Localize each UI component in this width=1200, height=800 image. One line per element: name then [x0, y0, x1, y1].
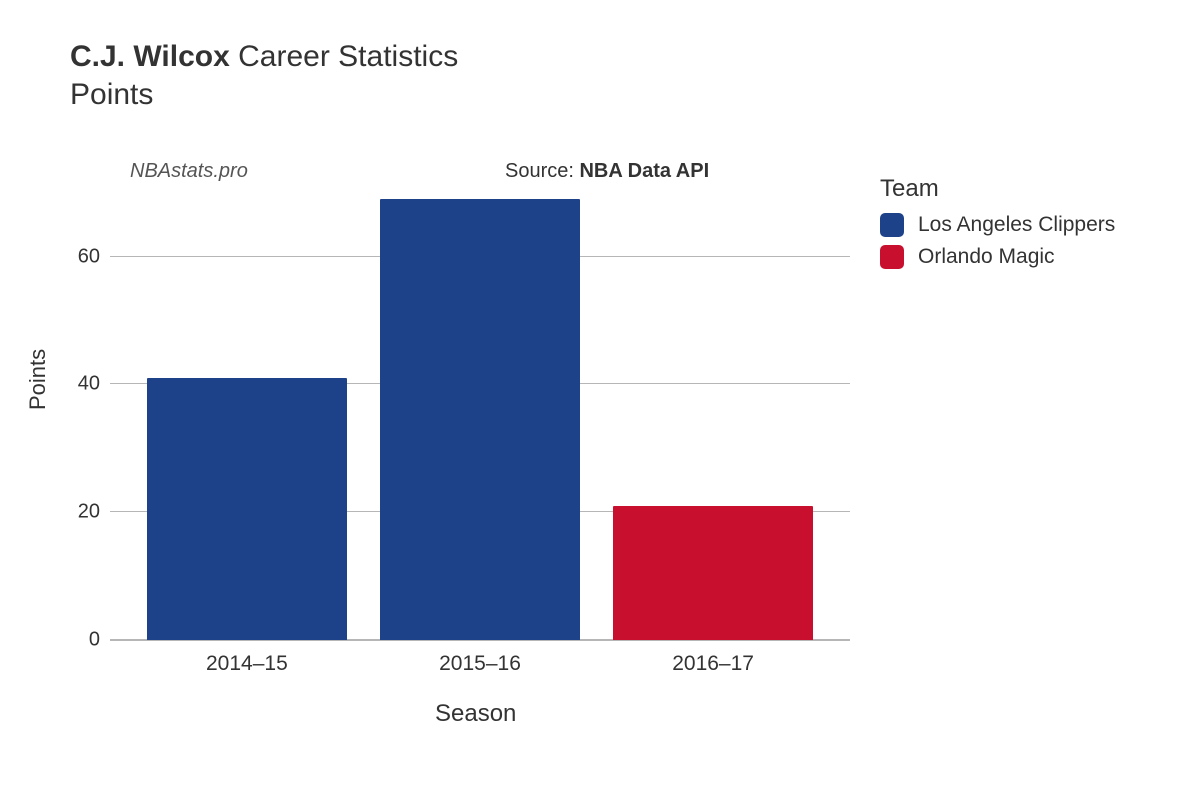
bar [380, 199, 580, 640]
legend-swatch [880, 245, 904, 269]
legend-item: Los Angeles Clippers [880, 213, 1115, 237]
title-player-name: C.J. Wilcox [70, 40, 230, 73]
title-metric: Points [70, 78, 458, 112]
title-suffix: Career Statistics [238, 40, 458, 73]
bar [613, 506, 813, 640]
x-tick-label: 2015–16 [439, 652, 521, 676]
legend: Team Los Angeles Clippers Orlando Magic [880, 175, 1115, 277]
y-axis-title: Points [25, 349, 51, 410]
x-axis-line [110, 640, 850, 641]
y-tick-label: 40 [78, 373, 100, 396]
y-tick-label: 20 [78, 501, 100, 524]
x-tick-label: 2014–15 [206, 652, 288, 676]
legend-label: Los Angeles Clippers [918, 213, 1115, 237]
x-axis-title: Season [435, 700, 516, 728]
y-tick-label: 0 [89, 629, 100, 652]
y-tick-label: 60 [78, 245, 100, 268]
legend-item: Orlando Magic [880, 245, 1115, 269]
x-tick-label: 2016–17 [672, 652, 754, 676]
legend-title: Team [880, 175, 1115, 203]
legend-swatch [880, 213, 904, 237]
source-name: NBA Data API [579, 160, 709, 182]
chart-title: C.J. Wilcox Career Statistics Points [70, 40, 458, 112]
source-prefix: Source: [505, 160, 579, 182]
chart-plot-area: 02040602014–152015–162016–17 [110, 180, 850, 640]
bar [147, 378, 347, 640]
legend-label: Orlando Magic [918, 245, 1055, 269]
